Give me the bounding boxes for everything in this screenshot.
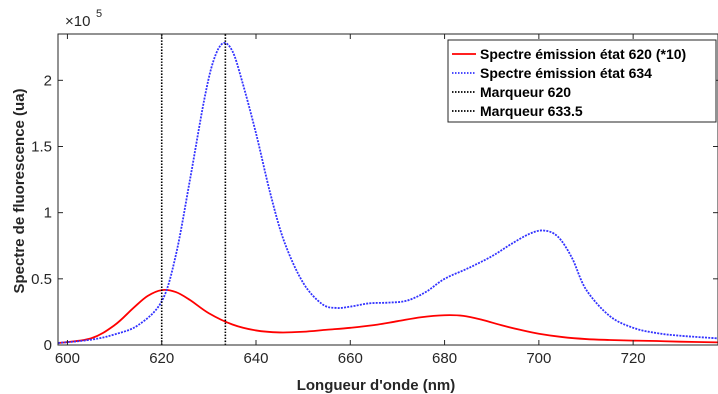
x-tick-label: 660 <box>338 350 363 367</box>
series-layer <box>58 34 718 345</box>
series-line-2 <box>58 42 718 344</box>
x-tick-label: 680 <box>432 350 457 367</box>
legend-label-4: Marqueur 633.5 <box>480 103 583 119</box>
x-axis: 600 620 640 660 680 700 720 <box>55 34 646 367</box>
y-exponent-base: ×10 <box>65 13 90 30</box>
y-tick-label: 2 <box>44 72 52 89</box>
x-axis-label: Longueur d'onde (nm) <box>297 377 456 394</box>
y-exponent-power: 5 <box>96 8 102 20</box>
x-tick-label: 620 <box>149 350 174 367</box>
plot-frame <box>57 33 718 346</box>
legend-label-2: Spectre émission état 634 <box>480 65 652 81</box>
legend-label-1: Spectre émission état 620 (*10) <box>480 46 686 62</box>
x-tick-label: 640 <box>243 350 268 367</box>
x-tick-label: 720 <box>621 350 646 367</box>
x-tick-label: 600 <box>55 350 80 367</box>
y-tick-label: 1.5 <box>31 138 52 155</box>
legend: Spectre émission état 620 (*10) Spectre é… <box>447 39 717 123</box>
y-axis-label: Spectre de fluorescence (ua) <box>11 88 28 293</box>
legend-label-3: Marqueur 620 <box>480 84 571 100</box>
y-exponent-label: ×10 5 <box>65 8 102 30</box>
x-tick-label: 700 <box>526 350 551 367</box>
legend-box <box>447 39 717 123</box>
y-tick-label: 0.5 <box>31 271 52 288</box>
y-axis: 0 0.5 1 1.5 2 <box>31 72 718 354</box>
series-line-1 <box>58 288 718 344</box>
y-tick-label: 1 <box>44 205 52 222</box>
y-tick-label: 0 <box>44 337 52 354</box>
